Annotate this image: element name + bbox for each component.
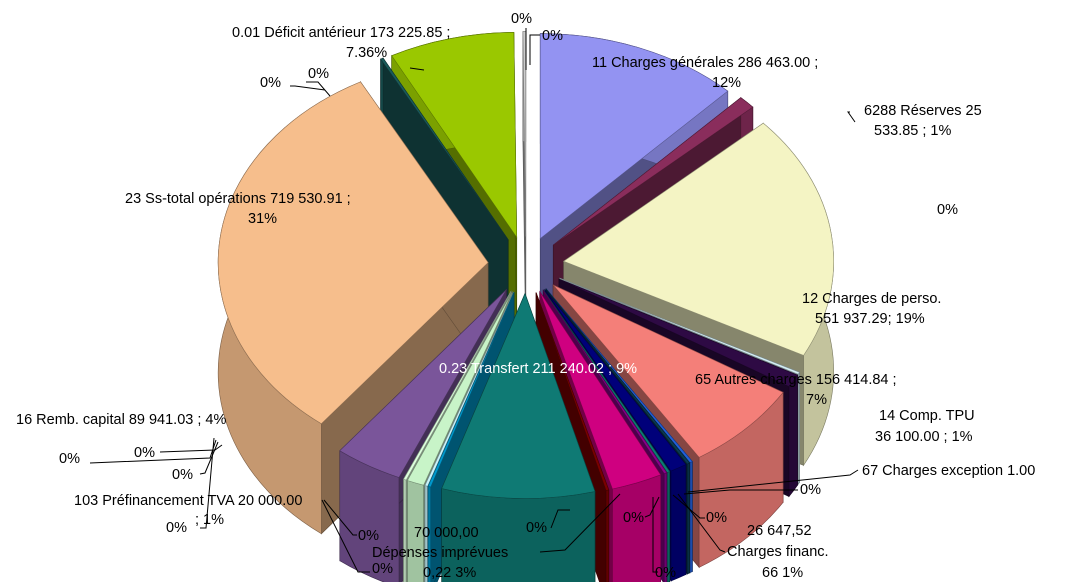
leader-lines: [89, 28, 859, 573]
label-charges-perso-value: 551 937.29; 19%: [815, 311, 925, 327]
pie-slice-top: [339, 289, 507, 478]
pie-slice-top: [535, 292, 610, 491]
label-autres-charges: 65 Autres charges 156 414.84 ;: [695, 372, 897, 388]
label-depenses-imprevues-value: 70 000,00: [414, 525, 479, 541]
leader-line: [672, 494, 705, 519]
label-zero: 0%: [308, 66, 329, 82]
pie-slice-rim: [686, 462, 690, 575]
label-deficit: 0.01 Déficit antérieur 173 225.85 ;: [232, 25, 450, 41]
label-ss-total-pct: 31%: [248, 211, 277, 227]
pie-slice-top: [558, 278, 798, 387]
pie-slice-top: [553, 97, 754, 246]
leader-line: [290, 85, 326, 91]
pie-slice-top: [539, 33, 729, 240]
label-deficit-pct: 7.36%: [346, 45, 387, 61]
label-zero: 0%: [655, 565, 676, 581]
pie-slice-top: [552, 284, 784, 458]
label-zero: 0%: [937, 202, 958, 218]
pie-slice-top: [544, 289, 687, 472]
pie-slice-top: [543, 290, 671, 473]
pie-slice-top: [545, 289, 691, 465]
label-charges-financ: Charges financ.: [727, 544, 829, 560]
label-ss-total: 23 Ss-total opérations 719 530.91 ;: [125, 191, 351, 207]
pie-slice: [441, 292, 596, 582]
pie-slice-rim: [797, 371, 800, 486]
pie-slice-rim: [605, 489, 610, 582]
label-autres-charges-pct: 7%: [806, 392, 827, 408]
label-zero: 0%: [260, 75, 281, 91]
pie-slice: [522, 31, 527, 347]
pie-slice-top: [380, 57, 509, 240]
label-zero: 0%: [172, 467, 193, 483]
label-zero: 0%: [800, 482, 821, 498]
label-transfert: 0.23 Transfert 211 240.02 ; 9%: [439, 361, 637, 377]
leader-line: [677, 493, 726, 553]
label-comp-tpu-value: 36 100.00 ; 1%: [875, 429, 973, 445]
leader-line: [550, 509, 570, 529]
pie-slice-top: [563, 122, 834, 356]
pie-slice-rim: [788, 374, 798, 498]
label-charges-financ-value: 26 647,52: [747, 523, 812, 539]
leader-line: [89, 439, 217, 464]
label-prefinancement: 103 Préfinancement TVA 20 000.00: [74, 493, 302, 509]
label-zero: 0%: [542, 28, 563, 44]
pie-slices: [217, 31, 834, 582]
label-charges-generales-pct: 12%: [712, 75, 741, 91]
leader-line: [199, 441, 219, 475]
label-charges-generales: 11 Charges générales 286 463.00 ;: [592, 55, 818, 71]
label-zero: 0%: [372, 561, 393, 577]
pie-slice-top: [424, 291, 514, 487]
leader-line: [539, 493, 621, 553]
leader-line: [847, 111, 856, 123]
pie-slice-top: [441, 292, 596, 499]
label-prefinancement-pct: ; 1%: [195, 512, 224, 528]
leader-line: [323, 499, 357, 536]
label-charges-exception: 67 Charges exception 1.00: [862, 463, 1035, 479]
label-zero: 0%: [166, 520, 187, 536]
label-zero: 0%: [358, 528, 379, 544]
leader-line: [200, 437, 215, 529]
label-reserves-pct: 533.85 ; 1%: [874, 123, 951, 139]
leader-line: [652, 497, 658, 573]
pie-slice-rim: [403, 478, 407, 582]
pie-slice-top: [542, 290, 668, 475]
label-depenses-imprevues: Dépenses imprévues: [372, 545, 508, 561]
pie-slice-top: [407, 291, 513, 486]
leader-line: [306, 81, 331, 97]
label-zero: 0%: [623, 510, 644, 526]
pie-slice-rim: [670, 464, 687, 582]
label-comp-tpu: 14 Comp. TPU: [879, 408, 975, 424]
leader-line: [409, 67, 425, 71]
leader-line: [321, 499, 370, 573]
pie-slice-top: [539, 291, 662, 490]
pie-slice-top: [427, 291, 515, 488]
label-zero: 0%: [134, 445, 155, 461]
pie-slice-top: [391, 32, 518, 239]
label-depenses-imprevues-pct: 0,22 3%: [423, 565, 476, 581]
label-charges-financ-pct: 66 1%: [762, 565, 803, 581]
label-zero: 0%: [511, 11, 532, 27]
leader-line: [687, 469, 859, 493]
leader-line: [683, 489, 798, 495]
label-zero: 0%: [706, 510, 727, 526]
pie-slice-top: [546, 288, 693, 464]
pie-slice-top: [403, 291, 512, 481]
label-remb-capital: 16 Remb. capital 89 941.03 ; 4%: [16, 412, 226, 428]
pie-slice-top: [217, 81, 489, 425]
label-reserves: 6288 Réserves 25: [864, 103, 982, 119]
pie-slice-rim: [689, 461, 693, 574]
label-charges-perso: 12 Charges de perso.: [802, 291, 941, 307]
leader-line: [529, 34, 540, 65]
pie-slice-top: [559, 277, 801, 375]
label-zero: 0%: [526, 520, 547, 536]
label-zero: 0%: [59, 451, 80, 467]
leader-line: [644, 496, 660, 518]
